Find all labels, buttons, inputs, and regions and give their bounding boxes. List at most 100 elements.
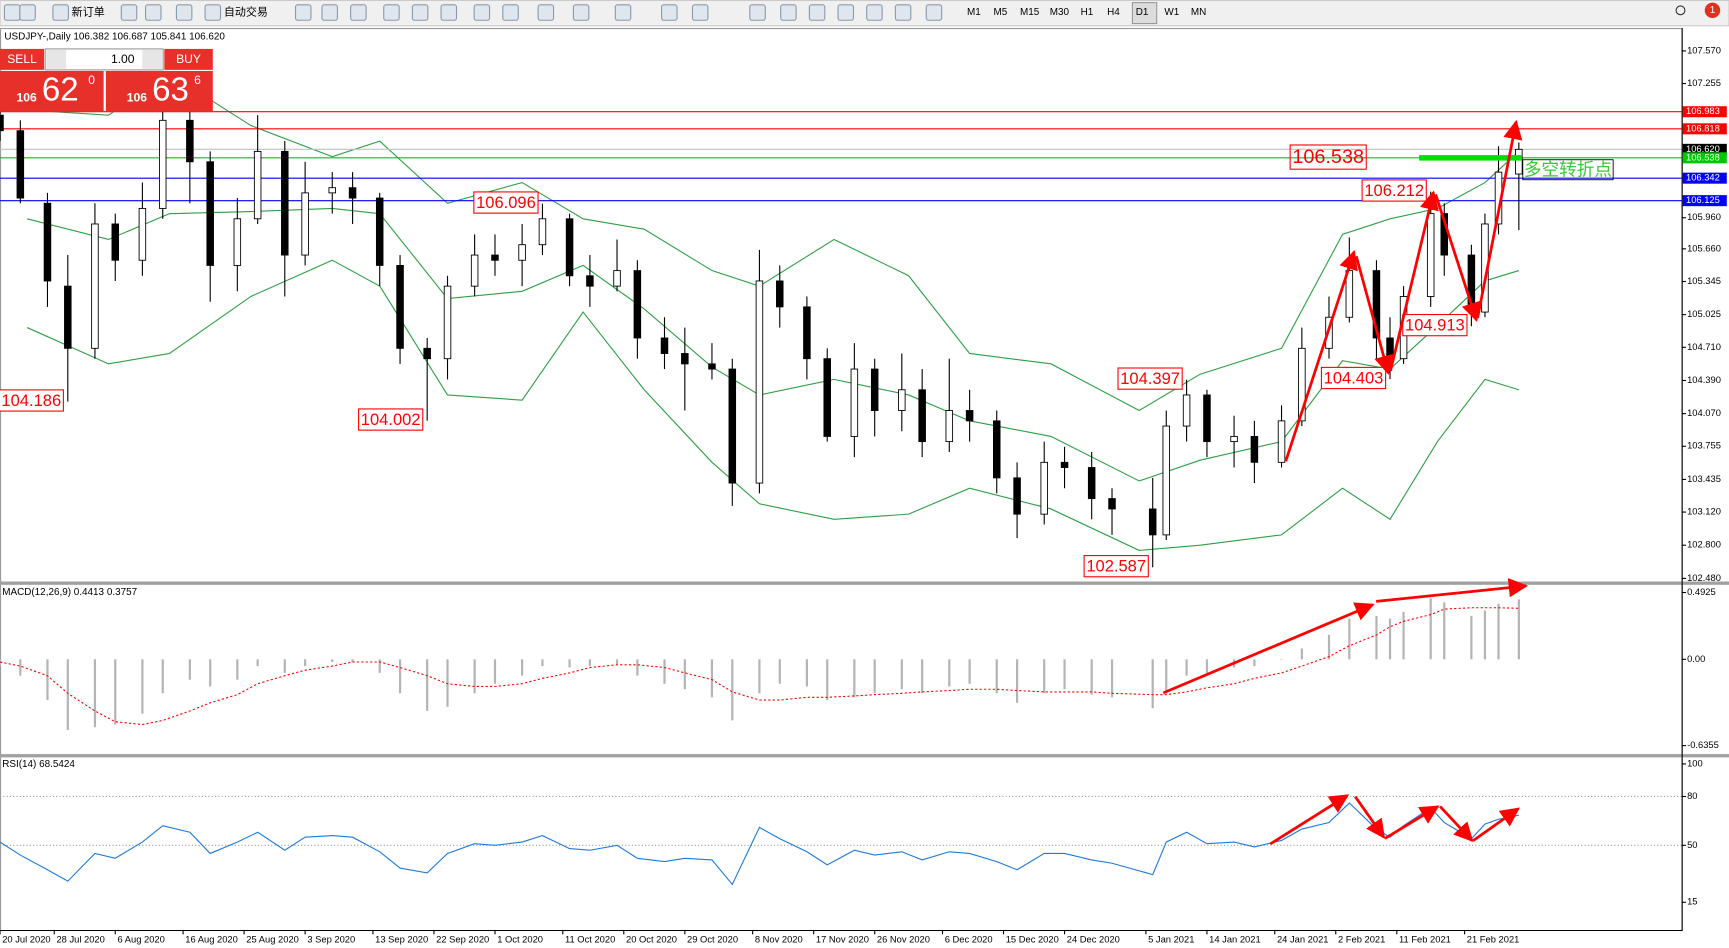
candle-body — [1250, 435, 1259, 463]
candle-body — [111, 223, 120, 261]
timeframe-button[interactable]: M15 — [1020, 7, 1040, 18]
toolbar-icon[interactable] — [3, 4, 21, 21]
toolbar-icon[interactable] — [473, 4, 491, 21]
timeframe-selected[interactable] — [1131, 2, 1158, 25]
macd-bar — [1327, 634, 1331, 660]
lot-down[interactable] — [46, 50, 67, 69]
x-tick-label: 14 Jan 2021 — [1209, 934, 1261, 944]
trend-arrow — [1384, 805, 1440, 840]
buy-button[interactable] — [164, 48, 213, 70]
timeframe-button[interactable]: W1 — [1164, 7, 1179, 18]
toolbar-icon[interactable] — [321, 4, 338, 21]
y-tick-label: 103.435 — [1687, 474, 1721, 484]
price-level-label: 106.818 — [1686, 123, 1720, 133]
timeframe-button[interactable]: H4 — [1107, 7, 1120, 18]
toolbar-icon[interactable] — [866, 4, 883, 21]
timeframe-button[interactable]: H1 — [1081, 7, 1094, 18]
toolbar-icon[interactable] — [537, 4, 555, 21]
toolbar-icon[interactable] — [204, 4, 222, 21]
macd-bar — [826, 659, 829, 701]
toolbar-icon[interactable] — [780, 4, 797, 21]
lot-value[interactable]: 1.00 — [111, 52, 135, 66]
candle-body — [1386, 337, 1394, 360]
price-annotation: 106.096 — [476, 193, 536, 212]
toolbar-icon[interactable] — [411, 4, 429, 21]
timeframe-button[interactable]: M5 — [994, 7, 1008, 18]
price-annotation-box — [473, 191, 539, 214]
toolbar-icon[interactable] — [691, 4, 709, 21]
candle-body — [1108, 498, 1116, 510]
bid-box[interactable] — [0, 70, 104, 112]
toolbar-icon[interactable] — [808, 4, 826, 21]
macd-bar — [1402, 611, 1405, 660]
lot-up[interactable] — [142, 50, 163, 69]
bid-main: 62 — [42, 72, 79, 109]
macd-bar — [1348, 618, 1351, 660]
search-icon[interactable] — [1675, 5, 1686, 16]
candle-body — [375, 197, 384, 266]
candle-body — [823, 358, 831, 437]
toolbar-icon[interactable] — [350, 4, 367, 21]
macd-bar — [378, 659, 381, 673]
toolbar-icon[interactable] — [837, 4, 855, 21]
toolbar-icon[interactable] — [572, 4, 590, 21]
new-order-button[interactable]: 新订单 — [72, 4, 105, 18]
price-annotation-box — [0, 389, 64, 412]
toolbar-icon[interactable] — [383, 4, 400, 21]
timeframe-button[interactable]: MN — [1191, 7, 1206, 18]
candle-body — [1162, 425, 1171, 536]
price-level-tag — [1682, 172, 1727, 184]
toolbar-icon[interactable] — [614, 4, 632, 21]
timeframe-button[interactable]: M1 — [967, 7, 981, 18]
rsi-title: RSI(14) 68.5424 — [2, 759, 75, 770]
x-tick-label: 28 Jul 2020 — [56, 934, 104, 944]
toolbar-icon[interactable] — [502, 4, 519, 21]
macd-bar — [473, 659, 476, 694]
candle-body — [776, 280, 784, 308]
trend-arrow — [1162, 602, 1375, 695]
toolbar-icon[interactable] — [661, 4, 678, 21]
y-tick-label: 105.345 — [1687, 276, 1721, 286]
toolbar-icon[interactable] — [145, 4, 162, 21]
toolbar-icon[interactable] — [440, 4, 458, 21]
notification-badge[interactable] — [1704, 2, 1721, 19]
toolbar-icon[interactable] — [120, 4, 138, 21]
turning-point-box — [1522, 159, 1614, 181]
toolbar-icon[interactable] — [294, 4, 312, 21]
timeframe-button[interactable]: D1 — [1136, 7, 1149, 18]
toolbar-icon[interactable] — [175, 4, 193, 21]
toolbar-icon[interactable] — [894, 4, 912, 21]
auto-trading-button[interactable]: 自动交易 — [224, 4, 268, 18]
macd-bar — [968, 659, 971, 684]
candle-body — [1277, 420, 1286, 463]
macd-bar — [1517, 599, 1520, 660]
macd-bar — [1443, 602, 1446, 660]
rsi-line — [0, 802, 1519, 886]
trend-arrows — [1162, 119, 1529, 846]
x-tick-label: 1 Oct 2020 — [497, 934, 543, 944]
toolbar-icon[interactable] — [749, 4, 766, 21]
macd-bar — [141, 659, 144, 714]
candle-body — [16, 130, 25, 199]
buy-label[interactable]: BUY — [176, 52, 201, 66]
y-tick-label: 102.800 — [1687, 540, 1721, 550]
ask-box[interactable] — [105, 70, 213, 112]
candle-body — [898, 389, 906, 411]
timeframe-button[interactable]: M30 — [1050, 7, 1070, 18]
macd-bar — [1165, 659, 1168, 694]
candle-body — [443, 285, 452, 360]
x-tick-label: 22 Sep 2020 — [436, 934, 489, 944]
notification-count: 1 — [1710, 5, 1716, 16]
sell-label[interactable]: SELL — [7, 52, 37, 66]
lot-input[interactable] — [44, 48, 164, 71]
sell-button[interactable] — [0, 48, 45, 70]
toolbar-icon[interactable] — [19, 4, 36, 21]
price-level-label: 106.125 — [1686, 195, 1720, 205]
x-tick-label: 11 Oct 2020 — [565, 934, 615, 944]
macd-bar — [1015, 659, 1019, 703]
macd-bar — [304, 659, 307, 667]
candle-body — [586, 275, 594, 287]
price-level-label: 106.983 — [1686, 106, 1720, 116]
toolbar-icon[interactable] — [52, 4, 69, 21]
toolbar-icon[interactable] — [925, 4, 943, 21]
